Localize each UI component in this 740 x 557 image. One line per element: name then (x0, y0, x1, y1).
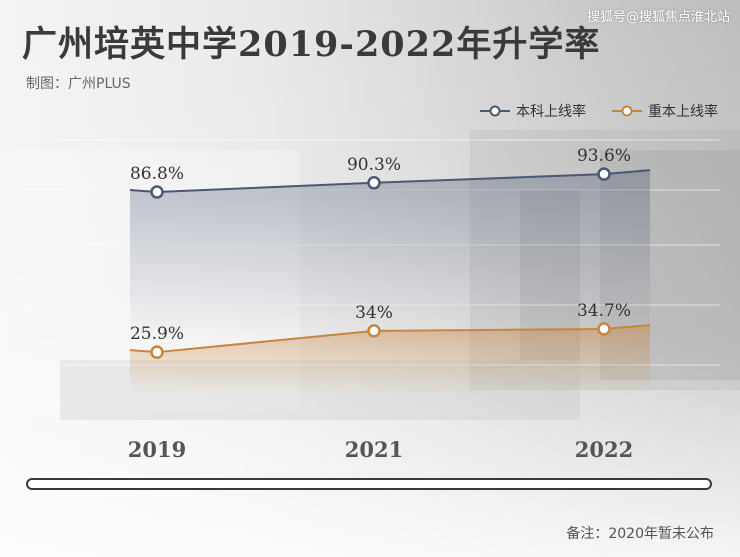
legend: 本科上线率 重本上线率 (480, 101, 718, 121)
chart-credit: 制图：广州PLUS (26, 76, 131, 92)
data-point-s1-2019 (150, 185, 164, 199)
series-area-1 (130, 170, 650, 340)
footnote: 备注：2020年暂未公布 (566, 526, 714, 542)
data-label-s2-2021: 34% (355, 303, 393, 323)
data-point-s2-2019 (150, 345, 164, 359)
horizontal-scrollbar[interactable] (26, 478, 712, 490)
data-point-s1-2022 (597, 167, 611, 181)
x-tick-label-2019: 2019 (128, 437, 186, 462)
data-label-s1-2021: 90.3% (347, 155, 401, 175)
data-point-s2-2021 (367, 324, 381, 338)
legend-item-series-2: 重本上线率 (612, 101, 718, 121)
watermark: 搜狐号@搜狐焦点淮北站 (586, 10, 730, 25)
data-label-s2-2019: 25.9% (130, 324, 184, 344)
legend-label-series-2: 重本上线率 (648, 104, 718, 120)
x-tick-label-2021: 2021 (345, 437, 403, 462)
data-point-s2-2022 (597, 322, 611, 336)
data-label-s2-2022: 34.7% (577, 301, 631, 321)
data-label-s1-2022: 93.6% (577, 146, 631, 166)
x-tick-label-2022: 2022 (575, 437, 633, 462)
legend-marker-series-1 (480, 105, 510, 117)
legend-marker-series-2 (612, 105, 642, 117)
chart-title: 广州培英中学2019-2022年升学率 (22, 24, 601, 65)
legend-item-series-1: 本科上线率 (480, 101, 586, 121)
data-label-s1-2019: 86.8% (130, 164, 184, 184)
data-point-s1-2021 (367, 176, 381, 190)
legend-label-series-1: 本科上线率 (516, 104, 586, 120)
